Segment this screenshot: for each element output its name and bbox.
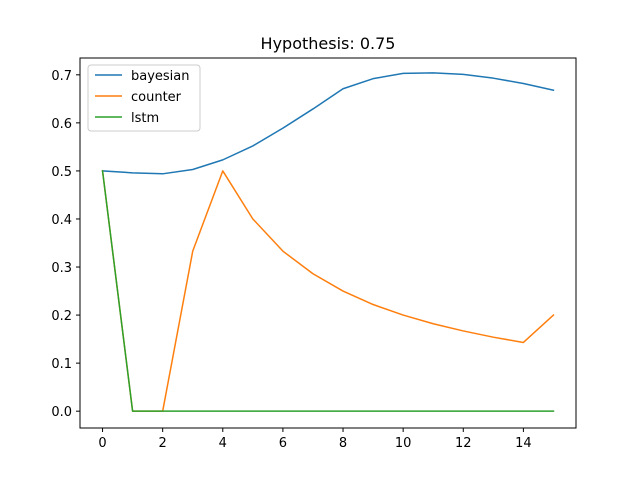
y-tick-label: 0.3 bbox=[51, 261, 72, 276]
y-tick-label: 0.4 bbox=[51, 213, 72, 228]
x-tick-label: 10 bbox=[395, 436, 412, 451]
y-tick-label: 0.0 bbox=[51, 405, 72, 420]
y-tick-label: 0.1 bbox=[51, 357, 72, 372]
series-line-lstm bbox=[101, 170, 555, 412]
x-tick-label: 4 bbox=[219, 436, 227, 451]
y-tick-label: 0.5 bbox=[51, 165, 72, 180]
legend-label-lstm: lstm bbox=[131, 111, 159, 126]
legend: bayesian counter lstm bbox=[87, 64, 201, 132]
plot-frame bbox=[79, 57, 577, 429]
x-tick-label: 0 bbox=[98, 436, 106, 451]
x-tick-label: 12 bbox=[455, 436, 472, 451]
x-tick-label: 6 bbox=[279, 436, 287, 451]
y-tick-label: 0.2 bbox=[51, 309, 72, 324]
series-line-counter bbox=[101, 170, 555, 412]
legend-label-counter: counter bbox=[131, 90, 182, 105]
series-layer bbox=[101, 72, 555, 412]
legend-label-bayesian: bayesian bbox=[131, 69, 190, 84]
y-tick-label: 0.7 bbox=[51, 69, 72, 84]
chart-title: Hypothesis: 0.75 bbox=[261, 34, 396, 53]
x-tick-label: 8 bbox=[339, 436, 347, 451]
y-axis: 0.0 0.1 0.2 0.3 0.4 0.5 0.6 0.7 bbox=[51, 69, 80, 420]
x-tick-label: 14 bbox=[515, 436, 532, 451]
x-axis: 0 2 4 6 8 10 12 14 bbox=[98, 428, 532, 451]
series-line-bayesian bbox=[101, 72, 555, 175]
y-tick-label: 0.6 bbox=[51, 117, 72, 132]
x-tick-label: 2 bbox=[159, 436, 167, 451]
legend-box bbox=[87, 64, 201, 132]
